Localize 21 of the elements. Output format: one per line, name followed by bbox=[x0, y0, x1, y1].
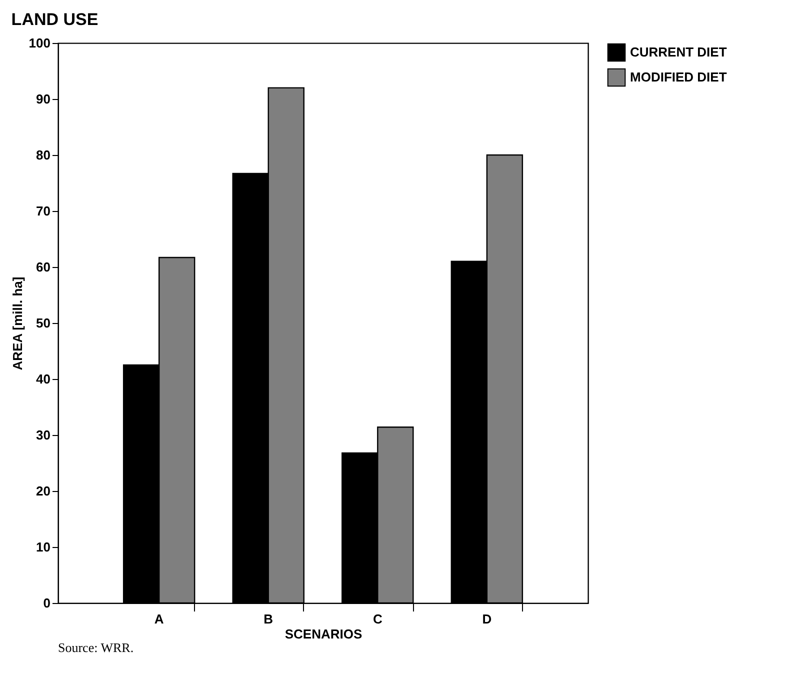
y-axis-title: AREA [mill. ha] bbox=[10, 276, 25, 370]
x-tick-label: A bbox=[154, 612, 164, 626]
y-tick-label: 0 bbox=[43, 596, 50, 610]
y-tick-label: 20 bbox=[36, 484, 50, 498]
x-tick-label: D bbox=[482, 612, 492, 626]
legend-label: CURRENT DIET bbox=[630, 44, 727, 60]
y-tick-label: 30 bbox=[36, 428, 50, 442]
y-tick-label: 10 bbox=[36, 540, 50, 554]
y-tick-label: 70 bbox=[36, 204, 50, 218]
x-tick-label: B bbox=[264, 612, 274, 626]
chart-title: LAND USE bbox=[11, 10, 98, 29]
y-tick-label: 80 bbox=[36, 148, 50, 162]
y-tick-label: 90 bbox=[36, 92, 50, 106]
source-note: Source: WRR. bbox=[58, 640, 134, 655]
y-tick-label: 50 bbox=[36, 316, 50, 330]
x-tick-label: C bbox=[372, 612, 383, 626]
y-tick-label: 100 bbox=[28, 36, 50, 50]
legend-label: MODIFIED DIET bbox=[630, 70, 727, 84]
y-tick-label: 40 bbox=[36, 372, 50, 386]
x-axis-title: SCENARIOS bbox=[284, 626, 362, 642]
y-tick-label: 60 bbox=[36, 260, 50, 274]
